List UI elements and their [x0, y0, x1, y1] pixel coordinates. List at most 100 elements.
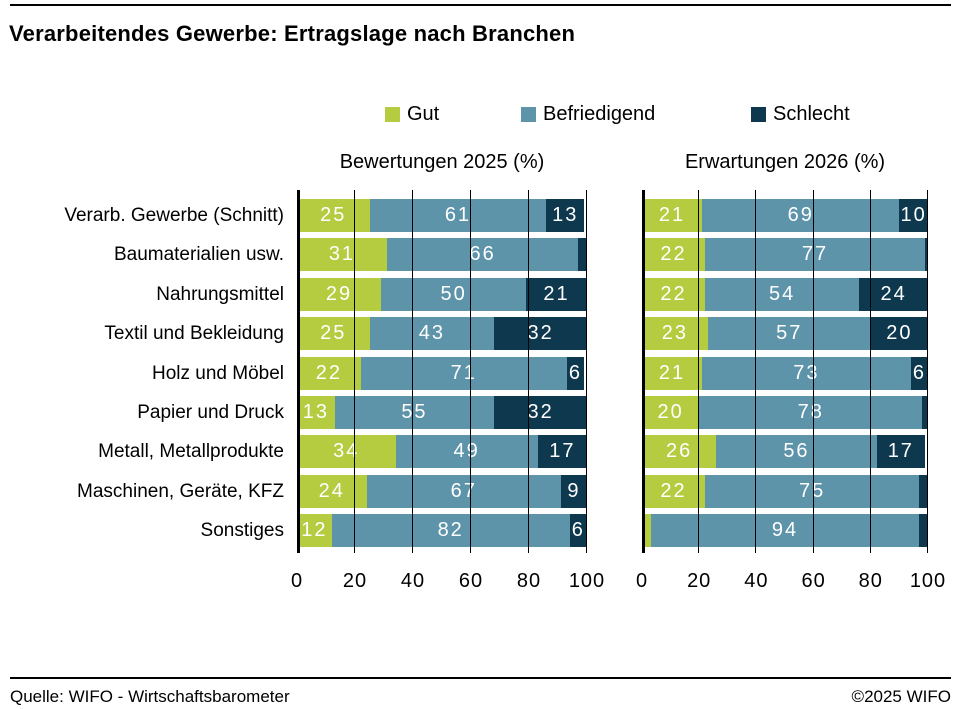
segment-gut: 25 — [297, 199, 370, 232]
segment-value-label: 21 — [658, 361, 686, 384]
segment-befriedigend: 77 — [704, 238, 926, 272]
segment-value-label: 22 — [660, 282, 687, 305]
chart-bewertungen-2025: 25 61 13 31 66 29 50 21 25 43 32 22 71 6 13 55 32 34 49 17 2… — [291, 190, 604, 592]
segment-value-label: 82 — [437, 519, 464, 541]
y-axis-line — [297, 190, 300, 553]
segment-befriedigend: 61 — [369, 199, 547, 232]
category-label: Papier und Druck — [137, 401, 284, 423]
segment-value-label: 13 — [552, 204, 579, 226]
bar-row: 22 77 — [642, 238, 928, 272]
bar-row: 25 43 32 — [297, 317, 587, 351]
bar-row: 23 57 20 — [642, 317, 928, 351]
segment-value-label: 10 — [900, 204, 927, 226]
segment-schlecht: 20 — [870, 317, 928, 351]
x-axis-ticks: 0 20 40 60 80 100 — [291, 570, 604, 596]
segment-value-label: 24 — [318, 479, 345, 502]
source-text: Quelle: WIFO - Wirtschaftsbarometer — [10, 687, 290, 706]
bar-row: 21 73 6 — [642, 356, 928, 390]
bar-row: 24 67 9 — [297, 474, 587, 508]
segment-befriedigend: 50 — [381, 277, 527, 311]
segment-gut: 25 — [297, 317, 370, 351]
legend-swatch-befriedigend — [521, 107, 536, 122]
segment-value-label: 26 — [666, 440, 693, 463]
legend-label-befriedigend: Befriedigend — [543, 103, 656, 125]
segment-gut: 26 — [642, 435, 717, 469]
bar-row: 20 78 — [642, 395, 928, 429]
page-title: Verarbeitendes Gewerbe: Ertragslage nach… — [9, 21, 576, 46]
segment-gut: 22 — [642, 474, 705, 508]
category-label: Holz und Möbel — [151, 362, 284, 384]
category-label: Nahrungsmittel — [156, 283, 284, 305]
segment-value-label: 73 — [793, 361, 820, 384]
copyright-text: ©2025 WIFO — [851, 687, 951, 706]
bar-row: 22 75 — [642, 474, 928, 508]
segment-value-label: 69 — [787, 204, 814, 226]
x-tick-label: 80 — [858, 570, 883, 592]
segment-value-label: 25 — [320, 204, 347, 226]
category-label: Metall, Metallprodukte — [98, 441, 284, 463]
segment-befriedigend: 75 — [704, 474, 920, 508]
bar-row: 31 66 — [297, 238, 587, 272]
segment-gut — [642, 514, 651, 547]
plot-area: 2169102277225424235720217362078265617227… — [642, 190, 928, 553]
segment-befriedigend: 66 — [386, 238, 579, 272]
segment-befriedigend: 78 — [699, 395, 923, 429]
segment-value-label: 25 — [320, 322, 347, 345]
segment-value-label: 6 — [571, 519, 585, 541]
gridline — [528, 190, 529, 553]
segment-gut: 22 — [642, 238, 705, 272]
category-label: Textil und Bekleidung — [104, 323, 284, 345]
y-axis-line — [642, 190, 645, 553]
segment-value-label: 12 — [301, 519, 328, 541]
legend-item-gut: Gut — [385, 103, 439, 126]
x-tick-label: 80 — [516, 570, 542, 592]
segment-gut: 29 — [297, 277, 382, 311]
category-labels: Verarb. Gewerbe (Schnitt) Baumaterialien … — [0, 199, 284, 547]
category-label: Verarb. Gewerbe (Schnitt) — [64, 205, 284, 226]
segment-schlecht: 17 — [537, 435, 587, 469]
x-tick-label: 20 — [342, 570, 368, 592]
segment-befriedigend: 56 — [716, 435, 877, 469]
segment-befriedigend: 43 — [369, 317, 495, 351]
x-tick-label: 20 — [687, 570, 712, 592]
segment-value-label: 17 — [549, 440, 576, 463]
top-rule — [10, 4, 951, 6]
segment-value-label: 13 — [302, 400, 329, 423]
segment-befriedigend: 54 — [704, 277, 860, 311]
x-tick-label: 100 — [568, 570, 606, 592]
bar-row: 29 50 21 — [297, 277, 587, 311]
category-label: Maschinen, Geräte, KFZ — [77, 480, 284, 502]
segment-value-label: 34 — [333, 440, 360, 463]
segment-value-label: 29 — [325, 282, 353, 305]
segment-value-label: 32 — [527, 400, 554, 423]
segment-value-label: 9 — [567, 479, 581, 502]
segment-befriedigend: 69 — [702, 199, 900, 232]
segment-schlecht: 13 — [546, 199, 585, 232]
segment-value-label: 6 — [912, 361, 926, 384]
segment-befriedigend: 73 — [702, 356, 911, 390]
x-tick-label: 60 — [801, 570, 826, 592]
segment-value-label: 24 — [880, 282, 907, 305]
segment-befriedigend: 57 — [707, 317, 871, 351]
gridline — [470, 190, 471, 553]
legend-swatch-schlecht — [751, 107, 766, 122]
segment-value-label: 61 — [444, 204, 472, 226]
segment-schlecht: 32 — [494, 317, 587, 351]
segment-schlecht — [925, 238, 928, 272]
legend-item-schlecht: Schlecht — [751, 103, 850, 126]
segment-value-label: 6 — [568, 361, 582, 384]
x-tick-label: 100 — [909, 570, 947, 592]
segment-schlecht: 6 — [910, 356, 928, 390]
segment-value-label: 56 — [783, 440, 810, 463]
segment-gut: 22 — [642, 277, 705, 311]
plot-area: 25 61 13 31 66 29 50 21 25 43 32 22 71 6 13 55 32 34 49 17 2… — [297, 190, 587, 553]
bar-row: 13 55 32 — [297, 395, 587, 429]
bar-row: 26 56 17 — [642, 435, 928, 469]
category-label: Baumaterialien usw. — [113, 244, 284, 266]
segment-value-label: 55 — [401, 400, 428, 423]
segment-schlecht: 6 — [569, 514, 587, 547]
gridline — [698, 190, 700, 553]
segment-value-label: 31 — [328, 243, 356, 266]
segment-schlecht: 17 — [876, 435, 926, 469]
chart-title-bewertungen-2025: Bewertungen 2025 (%) — [339, 151, 545, 173]
